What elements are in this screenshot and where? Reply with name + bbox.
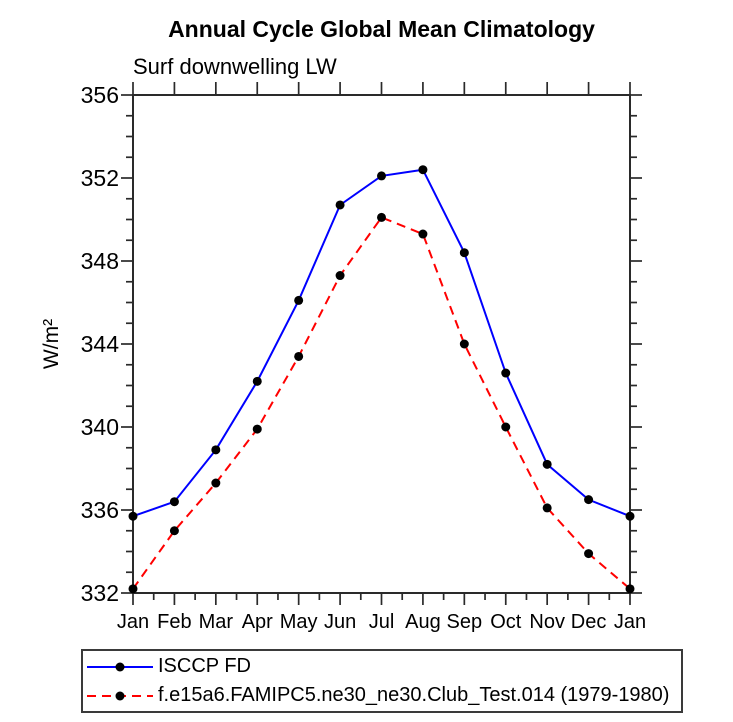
x-tick-label: Sep <box>447 611 483 633</box>
x-tick-label: Jun <box>324 611 356 633</box>
y-tick-label: 356 <box>81 82 119 108</box>
x-tick-label: Nov <box>529 611 565 633</box>
x-tick-label: Dec <box>571 611 607 633</box>
axes-frame <box>132 94 631 594</box>
legend-item-model: f.e15a6.FAMIPC5.ne30_ne30.Club_Test.014 … <box>87 681 681 710</box>
x-tick-label: Oct <box>490 611 522 633</box>
y-tick-label: 336 <box>81 497 119 523</box>
x-tick-label: Aug <box>405 611 441 633</box>
x-tick-label: Jan <box>117 611 149 633</box>
legend-label: f.e15a6.FAMIPC5.ne30_ne30.Club_Test.014 … <box>158 684 670 706</box>
y-tick-label: 344 <box>81 331 120 357</box>
y-tick-label: 332 <box>81 580 119 606</box>
y-tick-label: 348 <box>81 248 119 274</box>
y-tick-labels: 332 336 340 344 348 352 356 <box>81 82 120 606</box>
series-line-1 <box>132 216 631 590</box>
series-markers-1 <box>128 212 635 594</box>
legend-swatch-dashed-line-icon <box>87 691 153 700</box>
legend-item-isccp: ISCCP FD <box>87 652 681 681</box>
legend-swatch-solid-line-icon <box>87 662 153 671</box>
x-tick-label: Apr <box>242 611 273 633</box>
axis-ticks <box>121 82 642 605</box>
y-tick-label: 352 <box>81 165 119 191</box>
series-markers-0 <box>128 165 635 521</box>
x-tick-labels: Jan Feb Mar Apr May Jun Jul Aug Sep Oct Nov Dec Jan <box>117 611 646 633</box>
chart-title: Annual Cycle Global Mean Climatology <box>168 16 595 42</box>
y-tick-label: 340 <box>81 414 119 440</box>
legend-label: ISCCP FD <box>158 655 251 677</box>
x-tick-label: Jul <box>369 611 395 633</box>
x-tick-label: May <box>280 611 318 633</box>
x-tick-label: Feb <box>157 611 191 633</box>
chart-subtitle: Surf downwelling LW <box>133 54 337 79</box>
x-tick-label: Mar <box>199 611 234 633</box>
x-tick-label: Jan <box>614 611 646 633</box>
legend: ISCCP FD f.e15a6.FAMIPC5.ne30_ne30.Club_… <box>81 649 683 713</box>
